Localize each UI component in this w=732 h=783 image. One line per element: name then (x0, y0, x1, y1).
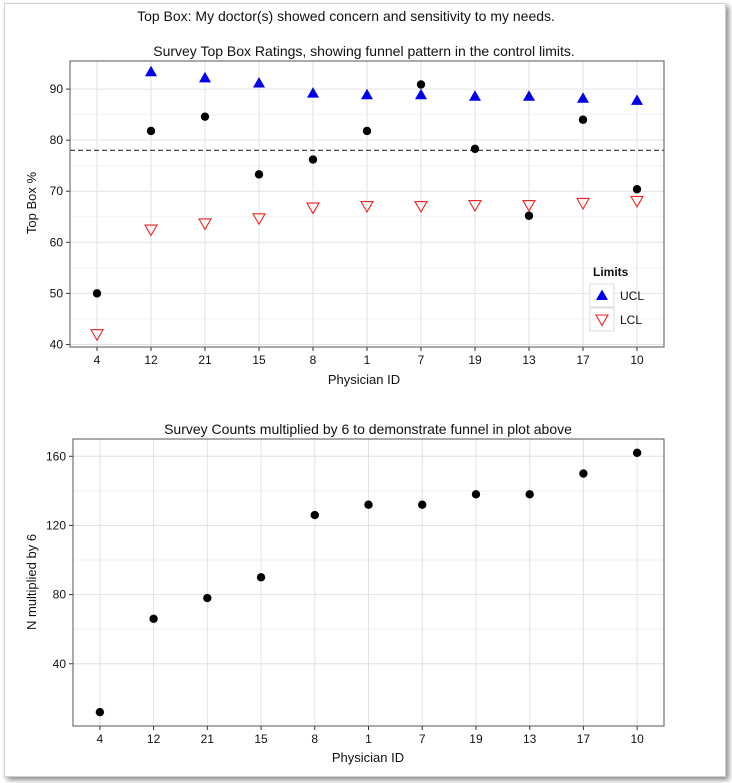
x-tick-label: 4 (97, 732, 104, 746)
x-tick-label: 15 (254, 732, 268, 746)
data-point (414, 200, 428, 214)
x-tick-label: 15 (252, 353, 266, 367)
x-tick-label: 10 (630, 353, 644, 367)
data-point (470, 144, 480, 154)
data-point (364, 500, 373, 509)
x-tick-label: 12 (144, 353, 158, 367)
data-point (471, 490, 481, 499)
data-point (149, 614, 158, 624)
legend-title: Limits (593, 265, 629, 279)
data-point (145, 65, 157, 77)
data-point (256, 573, 266, 582)
y-tick-label: 120 (46, 518, 66, 532)
x-tick-label: 1 (364, 353, 371, 367)
x-tick-label: 1 (365, 732, 372, 746)
bottom-y-axis-label: N multiplied by 6 (24, 534, 39, 630)
y-tick-label: 50 (50, 286, 64, 300)
series-lcl (90, 195, 644, 342)
top-chart-title: Survey Top Box Ratings, showing funnel p… (153, 43, 575, 59)
data-point (144, 224, 158, 237)
y-tick-label: 40 (53, 657, 67, 671)
x-tick-label: 19 (469, 732, 483, 746)
plot-border (72, 438, 665, 727)
data-point (199, 71, 211, 83)
data-point (252, 213, 266, 226)
data-point (632, 184, 642, 194)
data-point (308, 155, 318, 164)
x-tick-label: 7 (418, 353, 425, 367)
legend-marker (595, 314, 609, 327)
x-tick-label: 21 (201, 732, 215, 746)
data-point (577, 92, 589, 103)
data-point (578, 115, 588, 124)
data-point (576, 197, 590, 211)
x-tick-label: 17 (576, 353, 590, 367)
data-point (253, 76, 265, 88)
data-point (90, 329, 104, 342)
data-point (522, 199, 536, 213)
x-tick-label: 13 (523, 732, 537, 746)
data-point (630, 195, 644, 209)
x-tick-label: 8 (310, 353, 317, 367)
bottom-x-axis-label: Physician ID (332, 750, 404, 765)
legend-label: UCL (620, 289, 644, 303)
legend-marker (596, 289, 608, 300)
data-point (360, 200, 374, 214)
data-point (198, 218, 212, 231)
data-point (306, 202, 320, 215)
top-x-axis-label: Physician ID (328, 372, 400, 387)
data-point (254, 170, 264, 179)
data-point (523, 90, 535, 101)
data-point (92, 289, 102, 298)
series-ucl (145, 65, 643, 105)
y-tick-label: 40 (50, 337, 64, 351)
data-point (310, 510, 319, 520)
legend-key (589, 307, 615, 332)
data-point (95, 707, 105, 717)
y-tick-label: 80 (53, 588, 67, 602)
data-point (525, 490, 534, 499)
y-tick-label: 80 (50, 133, 64, 147)
top-y-axis-label: Top Box % (24, 171, 39, 234)
main-title: Top Box: My doctor(s) showed concern and… (137, 8, 555, 24)
y-tick-label: 160 (46, 449, 66, 463)
x-tick-label: 7 (419, 732, 426, 746)
data-point (362, 126, 372, 136)
series-top-box (95, 448, 642, 717)
x-tick-label: 21 (198, 353, 212, 367)
y-tick-label: 70 (50, 184, 64, 198)
data-point (579, 469, 588, 478)
data-point (524, 211, 534, 220)
data-point (200, 112, 210, 121)
data-point (416, 80, 426, 89)
bottom-chart: Survey Counts multiplied by 6 to demonst… (24, 421, 665, 765)
data-point (361, 88, 373, 100)
data-point (203, 593, 212, 603)
x-tick-label: 12 (147, 732, 161, 746)
top-chart: Survey Top Box Ratings, showing funnel p… (24, 43, 665, 387)
data-point (632, 448, 642, 458)
series-top-box (92, 80, 642, 298)
bottom-chart-title: Survey Counts multiplied by 6 to demonst… (164, 421, 572, 437)
y-tick-label: 60 (50, 235, 64, 249)
x-tick-label: 17 (577, 732, 591, 746)
data-point (418, 500, 427, 509)
plot-border (69, 60, 665, 348)
x-tick-label: 4 (94, 353, 101, 367)
y-tick-label: 90 (50, 82, 64, 96)
data-point (468, 199, 482, 213)
x-tick-label: 10 (630, 732, 644, 746)
data-point (415, 88, 427, 100)
data-point (631, 94, 643, 105)
data-point (469, 90, 481, 101)
x-tick-label: 19 (468, 353, 482, 367)
legend-label: LCL (620, 313, 642, 327)
data-point (146, 126, 156, 136)
x-tick-label: 13 (522, 353, 536, 367)
x-tick-label: 8 (311, 732, 318, 746)
data-point (307, 87, 319, 98)
